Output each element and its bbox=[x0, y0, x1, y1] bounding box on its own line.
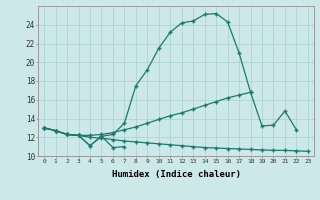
X-axis label: Humidex (Indice chaleur): Humidex (Indice chaleur) bbox=[111, 170, 241, 179]
